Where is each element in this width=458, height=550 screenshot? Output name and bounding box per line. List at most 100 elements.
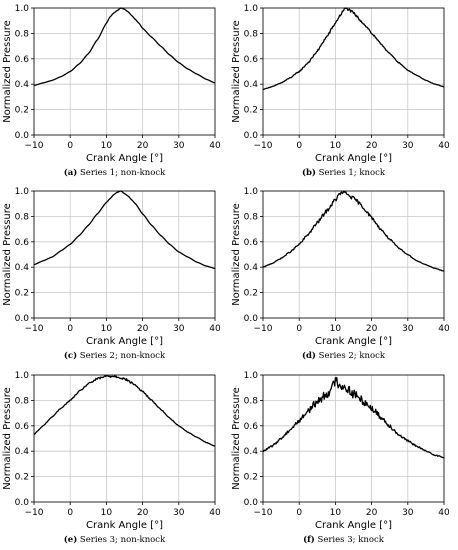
x-tick-label: 40 (209, 508, 221, 518)
y-tick-label: 0.0 (244, 131, 259, 141)
y-tick-label: 0.0 (15, 314, 30, 324)
y-tick-label: 0.2 (244, 106, 258, 116)
subfigure-caption: (e) Series 3; non-knock (0, 535, 229, 545)
y-tick-label: 1.0 (244, 187, 259, 197)
x-tick-label: 20 (137, 508, 149, 518)
y-tick-label: 0.4 (15, 447, 30, 457)
subfigure-caption: (d) Series 2; knock (229, 351, 458, 361)
y-tick-label: 0.8 (15, 29, 30, 39)
x-tick-label: 40 (438, 508, 450, 518)
subfigure-tag: (d) (301, 351, 316, 361)
chart-svg: −10 0 10 20 30 40 0.0 0.2 0.4 0.6 0.8 1.0 Crank Angl… (231, 4, 450, 164)
x-tick-label: −10 (25, 508, 44, 518)
x-tick-label: 40 (209, 141, 221, 151)
y-axis-label: Normalized Pressure (231, 203, 242, 306)
subfigure-caption: (b) Series 1; knock (229, 168, 458, 178)
x-tick-label: 0 (67, 324, 73, 334)
subfigure-caption-text: Series 3; knock (314, 535, 384, 545)
x-tick-label: 20 (366, 141, 378, 151)
x-tick-label: 0 (296, 324, 302, 334)
y-tick-label: 0.0 (15, 498, 30, 508)
y-tick-label: 0.2 (15, 473, 29, 483)
subfigure-caption: (a) Series 1; non-knock (0, 168, 229, 178)
x-tick-label: 10 (101, 508, 113, 518)
y-tick-label: 1.0 (15, 187, 30, 197)
plot-frame (262, 7, 445, 136)
y-tick-label: 0.6 (15, 238, 30, 248)
chart-panel-f: −10 0 10 20 30 40 0.0 0.2 0.4 0.6 0.8 1.0 Crank Angl… (229, 367, 458, 550)
y-tick-label: 0.6 (244, 55, 259, 65)
chart-panel-a: −10 0 10 20 30 40 0.0 0.2 0.4 0.6 0.8 1.0 Crank Angl… (0, 0, 229, 183)
chart-svg: −10 0 10 20 30 40 0.0 0.2 0.4 0.6 0.8 1.0 Crank Angl… (2, 4, 221, 164)
x-tick-label: −10 (25, 141, 44, 151)
x-tick-label: 30 (173, 508, 185, 518)
y-axis-label: Normalized Pressure (2, 20, 13, 123)
x-tick-label: 10 (330, 141, 342, 151)
x-tick-label: −10 (254, 141, 273, 151)
subfigure-caption-text: Series 2; non-knock (77, 351, 166, 361)
x-axis-label: Crank Angle [°] (315, 153, 392, 164)
y-tick-label: 0.6 (15, 422, 30, 432)
x-tick-label: 10 (101, 141, 113, 151)
subfigure-caption-text: Series 1; knock (315, 168, 386, 178)
y-tick-label: 0.8 (15, 212, 30, 222)
subfigure-tag: (e) (63, 535, 78, 545)
x-axis-label: Crank Angle [°] (86, 336, 163, 347)
x-tick-label: −10 (254, 324, 273, 334)
y-tick-label: 0.2 (15, 289, 29, 299)
x-tick-label: 40 (209, 324, 221, 334)
subfigure-tag: (c) (63, 351, 78, 361)
x-tick-label: 20 (137, 141, 149, 151)
y-tick-label: 1.0 (15, 371, 30, 381)
y-tick-label: 0.2 (244, 473, 258, 483)
y-tick-label: 0.0 (244, 498, 259, 508)
y-tick-label: 0.4 (15, 80, 30, 90)
y-axis-label: Normalized Pressure (2, 387, 13, 490)
chart-panel-c: −10 0 10 20 30 40 0.0 0.2 0.4 0.6 0.8 1.0 Crank Angl… (0, 183, 229, 366)
plot-frame (262, 190, 445, 319)
plot-frame (262, 374, 445, 503)
x-tick-label: 10 (330, 508, 342, 518)
y-tick-label: 0.0 (15, 131, 30, 141)
y-tick-label: 0.8 (15, 396, 30, 406)
y-tick-label: 1.0 (244, 4, 259, 14)
y-tick-label: 0.8 (244, 396, 259, 406)
y-tick-label: 0.8 (244, 212, 259, 222)
x-tick-label: 40 (438, 324, 450, 334)
x-tick-label: 0 (67, 508, 73, 518)
subfigure-tag: (b) (301, 168, 316, 178)
y-tick-label: 0.4 (244, 447, 259, 457)
series-line (33, 374, 216, 447)
plot-frame (33, 374, 216, 503)
x-tick-label: 0 (67, 141, 73, 151)
y-tick-label: 0.8 (244, 29, 259, 39)
y-tick-label: 0.0 (244, 314, 259, 324)
x-axis-label: Crank Angle [°] (86, 520, 163, 531)
x-axis-label: Crank Angle [°] (86, 153, 163, 164)
series-line (262, 190, 445, 272)
x-tick-label: −10 (25, 324, 44, 334)
series-line (33, 190, 216, 270)
plot-frame (33, 7, 216, 136)
y-tick-label: 0.2 (15, 106, 29, 116)
x-tick-label: 40 (438, 141, 450, 151)
y-tick-label: 0.6 (15, 55, 30, 65)
y-tick-label: 0.4 (244, 80, 259, 90)
x-tick-label: 10 (101, 324, 113, 334)
x-tick-label: 20 (366, 324, 378, 334)
subfigure-caption: (f) Series 3; knock (229, 535, 458, 545)
y-axis-label: Normalized Pressure (2, 203, 13, 306)
x-tick-label: 30 (173, 324, 185, 334)
y-axis-label: Normalized Pressure (231, 387, 242, 490)
subfigure-caption-text: Series 3; non-knock (77, 535, 166, 545)
y-tick-label: 1.0 (244, 371, 259, 381)
chart-svg: −10 0 10 20 30 40 0.0 0.2 0.4 0.6 0.8 1.0 Crank Angl… (2, 187, 221, 347)
x-tick-label: 20 (366, 508, 378, 518)
subfigure-tag: (a) (63, 168, 78, 178)
x-tick-label: 30 (402, 324, 414, 334)
y-axis-label: Normalized Pressure (231, 20, 242, 123)
x-axis-label: Crank Angle [°] (315, 520, 392, 531)
series-line (262, 376, 445, 459)
x-tick-label: −10 (254, 508, 273, 518)
